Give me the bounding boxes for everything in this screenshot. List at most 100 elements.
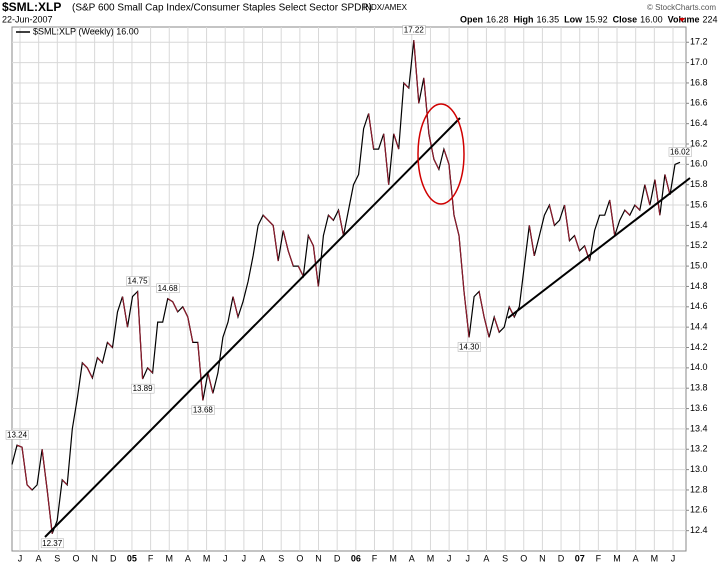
x-tick-label: D [558,553,565,563]
x-tick-label: A [36,553,42,563]
symbol: $SML:XLP [2,0,61,14]
x-tick-label: M [613,553,621,563]
y-tick-label: 12.6 [690,505,708,515]
down-segment [433,159,440,170]
y-tick-label: 13.8 [690,383,708,393]
down-segment [393,133,400,150]
down-segment [86,367,93,379]
quote-label: High [514,14,534,24]
x-tick-label: O [520,553,527,563]
value-label: 13.89 [133,384,154,393]
y-tick-label: 13.6 [690,403,708,413]
x-tick-label: J [18,553,23,563]
down-segment [448,164,455,216]
exchange: INDX/AMEX [363,3,408,12]
down-arrow [679,18,685,22]
down-segment [46,489,53,534]
y-tick-label: 14.2 [690,342,708,352]
y-tick-label: 16.6 [690,98,708,108]
x-tick-label: M [389,553,397,563]
x-tick-label: F [372,553,378,563]
x-tick-label: N [91,553,98,563]
plot-area [11,26,687,552]
y-tick-label: 14.6 [690,301,708,311]
y-tick-label: 15.0 [690,260,708,270]
down-segment [423,77,430,134]
down-segment [147,367,154,374]
value-label: 13.68 [193,406,214,415]
trendline [507,177,691,319]
y-tick-label: 14.8 [690,281,708,291]
y-tick-label: 14.4 [690,322,708,332]
x-tick-label: M [651,553,659,563]
y-tick-label: 12.8 [690,484,708,494]
value-label-box [126,276,150,286]
down-segment [167,298,174,303]
x-tick-label: M [166,553,174,563]
down-segment [307,235,314,247]
quote-value: 16.28 [486,14,509,24]
x-tick-label: F [596,553,602,563]
x-tick-label: A [633,553,639,563]
x-tick-label: M [427,553,435,563]
y-tick-label: 13.4 [690,423,708,433]
down-segment [232,296,239,318]
value-label-box [402,25,426,35]
y-tick-label: 17.0 [690,57,708,67]
value-label: 16.02 [670,147,691,156]
down-segment [21,447,28,485]
quote-value: 16.00 [640,14,663,24]
quote-value: 15.92 [585,14,608,24]
value-label-box [457,342,481,352]
x-tick-label: O [296,553,303,563]
x-tick-label: S [502,553,508,563]
down-segment [282,230,289,251]
down-segment [403,82,410,89]
down-segment [272,225,279,262]
down-segment [563,204,571,241]
value-label-box [131,383,155,394]
x-tick-label: J [671,553,676,563]
down-segment [207,372,214,394]
down-segment [172,301,179,313]
y-tick-label: 15.4 [690,220,708,230]
down-segment [624,209,631,216]
value-label-box [40,538,64,549]
value-label: 14.30 [459,342,480,351]
x-tick-label: N [315,553,322,563]
value-label-box [156,283,180,294]
x-tick-label: J [242,553,247,563]
y-tick-label: 13.2 [690,444,708,454]
down-segment [478,291,485,318]
down-segment [187,316,194,343]
x-tick-label: D [334,553,341,563]
highlight-ellipse [417,103,465,205]
x-tick-label: D [110,553,117,563]
y-tick-label: 13.0 [690,464,708,474]
down-segment [136,291,144,380]
x-tick-label: J [447,553,452,563]
down-segment [548,204,556,226]
down-segment [197,342,204,401]
x-tick-label: S [278,553,284,563]
y-tick-label: 16.8 [690,77,708,87]
y-tick-label: 12.4 [690,525,708,535]
down-segment [609,199,616,236]
x-tick-label: A [260,553,266,563]
value-label: 13.24 [7,430,28,439]
x-tick-label: 05 [127,553,137,563]
legend: $SML:XLP (Weekly) 16.00 [33,26,139,36]
down-segment [121,296,129,328]
down-segment [644,184,651,206]
marks: 13.24 12.37 14.75 13.89 14.68 13.68 17.22 14.30… [5,25,692,549]
down-segment [383,133,390,185]
value-label-box [5,430,29,440]
down-segment [81,362,88,369]
x-tick-label: 06 [351,553,361,563]
down-segment [634,204,641,211]
quote-label: Close [613,14,638,24]
value-label-box [668,147,692,157]
x-tick-label: J [466,553,471,563]
x-tick-label: J [223,553,228,563]
down-segment [267,219,274,226]
